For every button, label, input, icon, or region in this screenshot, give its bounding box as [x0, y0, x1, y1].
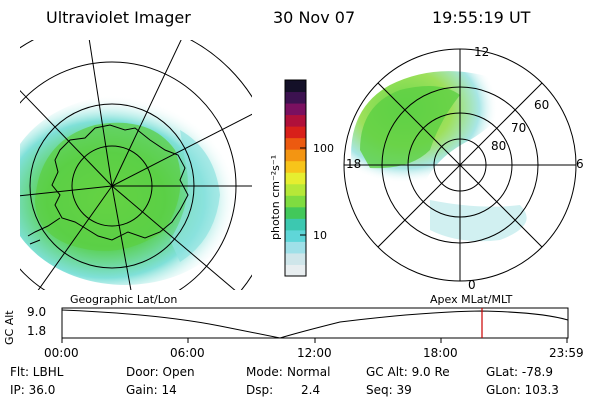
mlt-label-6: 6	[576, 157, 584, 171]
colorbar-cell	[285, 149, 306, 162]
mode-label: Mode:	[246, 365, 283, 379]
colorbar-cell	[285, 114, 306, 127]
antarctica-coastline	[27, 124, 189, 245]
glon-status: GLon: 103.3	[486, 383, 559, 397]
magnetic-map	[343, 48, 577, 282]
colorbar-cell	[285, 252, 306, 265]
time-label: 19:55:19 UT	[432, 8, 531, 27]
mode-value: Normal	[287, 365, 331, 379]
dsp-value: 2.4	[301, 383, 321, 397]
gain-status: Gain: 14	[126, 383, 177, 397]
right-aurora-faint	[430, 200, 527, 242]
time-tick-1800: 18:00	[423, 346, 458, 360]
time-tick-0000: 00:00	[44, 346, 79, 360]
date-label: 30 Nov 07	[273, 8, 356, 27]
ip-status: IP: 36.0	[10, 383, 56, 397]
apex-caption: Apex MLat/MLT	[430, 293, 513, 306]
colorbar-cell	[285, 80, 306, 93]
colorbar-tick-10: 10	[313, 229, 327, 242]
colorbar-cell	[285, 264, 306, 277]
colorbar-cell	[285, 183, 306, 196]
color-scale-bar	[284, 79, 307, 277]
seq-status: Seq: 39	[366, 383, 412, 397]
mlt-label-12: 12	[474, 45, 490, 59]
door-status: Door: Open	[126, 365, 195, 379]
colorbar-unit-label: photon cm⁻²s⁻¹	[269, 154, 282, 240]
colorbar-cell	[285, 126, 306, 139]
geographic-map	[20, 40, 252, 290]
colorbar-cell	[285, 137, 306, 150]
altitude-tick-low: 1.8	[27, 324, 47, 338]
altitude-trace	[61, 309, 569, 339]
geographic-caption: Geographic Lat/Lon	[70, 293, 178, 306]
time-tick-1200: 12:00	[297, 346, 332, 360]
gc-alt-status: GC Alt: 9.0 Re	[366, 365, 450, 379]
mlt-label-0: 0	[468, 278, 476, 292]
mlat-label-70: 70	[511, 121, 527, 135]
altitude-tick-high: 9.0	[27, 305, 47, 319]
time-tick-0600: 06:00	[170, 346, 205, 360]
dsp-label: Dsp:	[246, 383, 274, 397]
colorbar-cell	[285, 241, 306, 254]
altitude-ylabel: GC Alt	[3, 310, 16, 345]
altitude-plot	[61, 307, 569, 343]
time-tick-2359: 23:59	[549, 346, 584, 360]
colorbar-cell	[285, 229, 306, 242]
colorbar-cell	[285, 103, 306, 116]
colorbar-cell	[285, 172, 306, 185]
colorbar-cell	[285, 195, 306, 208]
glat-status: GLat: -78.9	[486, 365, 553, 379]
filter-status: Flt: LBHL	[10, 365, 64, 379]
colorbar-cell	[285, 160, 306, 173]
right-aurora-core	[360, 86, 460, 169]
colorbar-cell	[285, 91, 306, 104]
mlat-label-60: 60	[534, 98, 550, 112]
mlat-label-80: 80	[491, 139, 507, 153]
colorbar-tick-100: 100	[313, 142, 334, 155]
mlt-label-18: 18	[346, 157, 362, 171]
colorbar-cell	[285, 206, 306, 219]
colorbar-cell	[285, 218, 306, 231]
left-aurora-edge	[170, 130, 220, 262]
instrument-title: Ultraviolet Imager	[46, 8, 191, 27]
